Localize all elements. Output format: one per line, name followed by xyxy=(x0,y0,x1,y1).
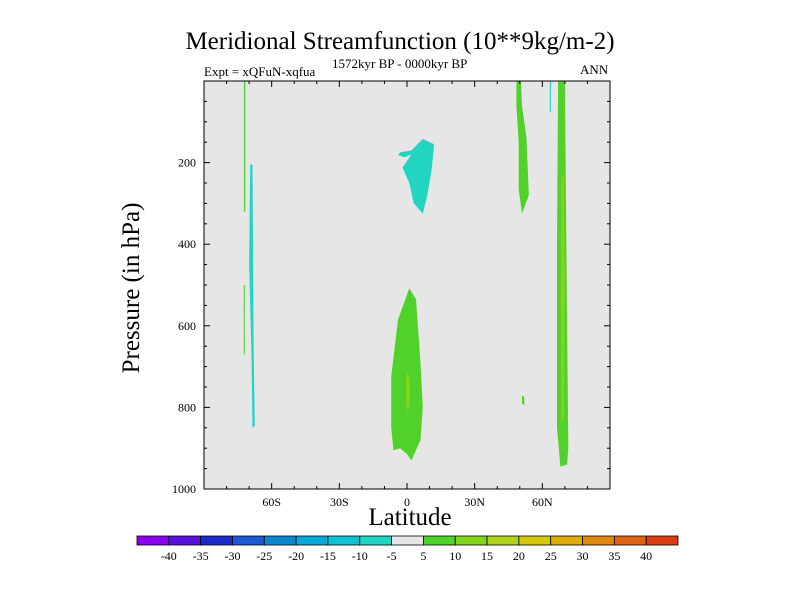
colorbar-label: 25 xyxy=(545,549,557,563)
contour-region-south-polar-strip xyxy=(249,164,255,428)
colorbar-label: -10 xyxy=(352,549,368,563)
colorbar-box xyxy=(200,535,233,546)
contour-regions xyxy=(243,81,569,467)
colorbar-label: -40 xyxy=(161,549,177,563)
x-axis-label: Latitude xyxy=(368,504,452,531)
contour-region-tropical-core xyxy=(405,370,411,414)
x-tick-label: 0 xyxy=(404,495,410,509)
colorbar-label: 20 xyxy=(513,549,525,563)
time-range-label: 1572kyr BP - 0000kyr BP xyxy=(332,56,468,71)
contour-region-north-upper-positive xyxy=(516,81,529,214)
colorbar-box xyxy=(518,535,552,546)
colorbar-box xyxy=(232,535,265,546)
colorbar-label: 35 xyxy=(608,549,620,563)
colorbar: -40 -35 -30 -25 -20 -15 -10 -5 5 10 15 20 25 30 35 40 xyxy=(136,535,679,563)
colorbar-box xyxy=(327,535,361,546)
x-tick-label: 60S xyxy=(262,495,281,509)
y-tick-label: 200 xyxy=(178,156,196,170)
x-tick-label: 30S xyxy=(330,495,349,509)
colorbar-box xyxy=(263,535,297,546)
colorbar-box xyxy=(645,535,679,546)
colorbar-box xyxy=(486,535,520,546)
chart-title: Meridional Streamfunction (10**9kg/m-2) xyxy=(185,28,615,55)
x-tick-label: 30N xyxy=(464,495,485,509)
colorbar-label: 15 xyxy=(481,549,493,563)
contour-region-south-thin-line xyxy=(243,81,246,212)
contour-region-south-thin-line-lower xyxy=(243,285,245,355)
y-tick-label: 1000 xyxy=(172,482,196,496)
colorbar-label: -35 xyxy=(193,549,209,563)
season-label: ANN xyxy=(580,62,609,77)
colorbar-label: 10 xyxy=(449,549,461,563)
colorbar-box xyxy=(295,535,329,546)
contour-region-north-small-blob xyxy=(522,395,525,406)
colorbar-label: 30 xyxy=(577,549,589,563)
colorbar-label: -15 xyxy=(320,549,336,563)
colorbar-box xyxy=(454,535,488,546)
colorbar-label: 40 xyxy=(640,549,652,563)
experiment-label: Expt = xQFuN-xqfua xyxy=(204,64,316,79)
colorbar-label: -30 xyxy=(224,549,240,563)
axes: 60S 30S 0 30N 60N 200 400 600 800 1000 xyxy=(172,81,610,509)
x-tick-label: 60N xyxy=(532,495,553,509)
colorbar-label: -20 xyxy=(288,549,304,563)
colorbar-box xyxy=(423,535,456,546)
contour-region-north-polar-core xyxy=(560,174,565,424)
contour-region-tropical-lower-positive xyxy=(391,288,423,461)
colorbar-label: -25 xyxy=(256,549,272,563)
colorbar-box xyxy=(359,535,392,546)
colorbar-box xyxy=(613,535,647,546)
contour-region-north-thin-negative xyxy=(549,81,551,112)
colorbar-box xyxy=(582,535,615,546)
y-tick-label: 600 xyxy=(178,319,196,333)
colorbar-box xyxy=(168,535,202,546)
y-tick-label: 400 xyxy=(178,237,196,251)
colorbar-box xyxy=(550,535,583,546)
y-tick-label: 800 xyxy=(178,400,196,414)
colorbar-box xyxy=(391,535,424,546)
colorbar-box xyxy=(136,535,170,546)
contour-region-upper-mid-negative xyxy=(398,138,435,214)
colorbar-label: -5 xyxy=(387,549,397,563)
colorbar-label: 5 xyxy=(420,549,426,563)
